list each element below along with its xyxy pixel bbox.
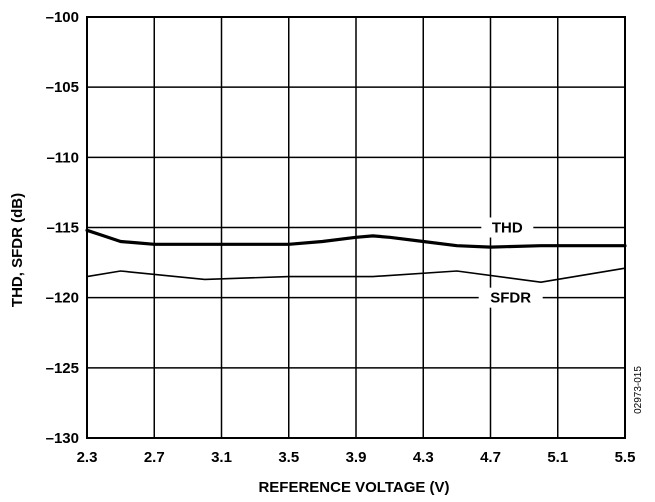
grid (87, 17, 625, 438)
x-tick-label: 5.1 (547, 449, 568, 466)
x-tick-label: 2.3 (77, 449, 98, 466)
x-tick-label: 4.7 (480, 449, 501, 466)
y-tick-label: –125 (46, 360, 79, 377)
y-axis-title: THD, SFDR (dB) (9, 193, 26, 307)
x-tick-label: 3.5 (278, 449, 299, 466)
series-layer (85, 228, 627, 284)
y-tick-label: –130 (46, 430, 79, 447)
x-tick-label: 3.9 (346, 449, 367, 466)
figure-code-label: 02973-015 (633, 366, 644, 414)
series-label-sfdr: SFDR (490, 290, 531, 307)
label-layer: 2.3 2.7 3.1 3.5 3.9 4.3 4.7 5.1 5.5 –100 –105 –110 –… (46, 9, 636, 466)
y-tick-label: –120 (46, 290, 79, 307)
series-label-bg (481, 217, 534, 238)
series-line-sfdr (86, 267, 626, 284)
y-tick-label: –105 (46, 79, 79, 96)
x-tick-label: 4.3 (413, 449, 434, 466)
plot-frame (86, 16, 626, 439)
series-line-thd (85, 228, 627, 249)
series-label-bg (478, 287, 543, 308)
x-tick-label: 2.7 (144, 449, 165, 466)
y-tick-label: –110 (46, 149, 79, 166)
x-axis-title: REFERENCE VOLTAGE (V) (258, 479, 449, 496)
y-tick-label: –115 (46, 220, 79, 237)
x-tick-label: 5.5 (615, 449, 636, 466)
x-tick-label: 3.1 (211, 449, 232, 466)
series-label-thd: THD (492, 220, 523, 237)
y-tick-label: –100 (46, 9, 79, 26)
